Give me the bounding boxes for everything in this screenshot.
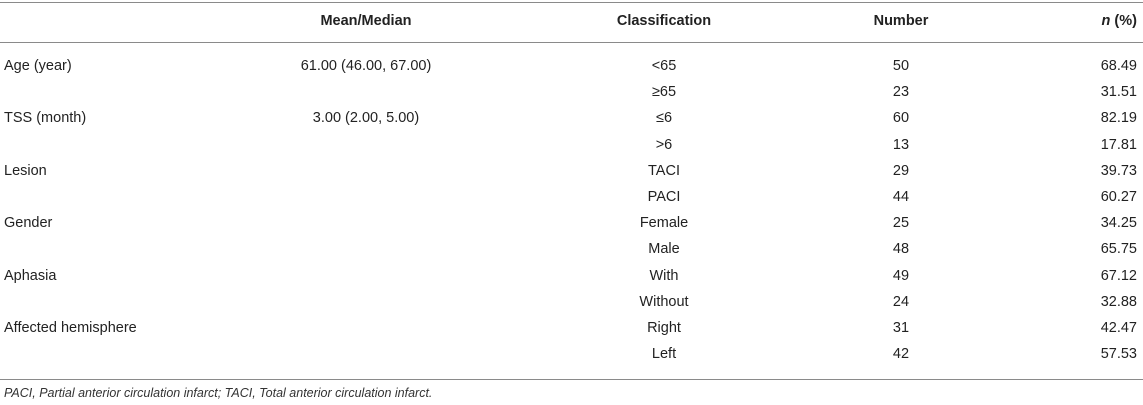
row-mean-median: 3.00 (2.00, 5.00) [312,110,420,127]
row-classification: >6 [655,136,673,153]
row-percent: 68.49 [1100,58,1137,74]
row-number: 42 [892,346,910,363]
table-row: >6 13 17.81 [0,132,1143,158]
header-pct-suffix: (%) [1110,13,1137,29]
row-classification: Male [648,241,680,258]
row-label: Aphasia [4,267,57,284]
top-rule [0,2,1143,3]
row-classification: Left [651,346,677,363]
row-classification: ≥65 [651,84,677,101]
row-percent: 32.88 [1100,293,1137,310]
row-percent: 42.47 [1100,320,1137,336]
table-row: Lesion TACI 29 39.73 [0,158,1143,184]
row-classification: With [649,267,679,284]
row-classification: Female [639,215,689,232]
header-classification: Classification [616,13,712,29]
row-number: 50 [892,58,910,74]
table-row: Left 42 57.53 [0,341,1143,367]
row-number: 44 [892,189,910,205]
row-percent: 82.19 [1100,110,1137,127]
row-classification: TACI [648,162,680,179]
table-row: Aphasia With 49 67.12 [0,263,1143,289]
row-number: 48 [892,241,910,258]
row-classification: PACI [647,189,681,205]
row-percent: 65.75 [1100,241,1137,258]
table-row: Affected hemisphere Right 31 42.47 [0,315,1143,341]
row-number: 23 [892,84,910,101]
row-mean-median: 61.00 (46.00, 67.00) [300,58,432,74]
table-footnote: PACI, Partial anterior circulation infar… [4,386,433,400]
row-number: 25 [892,215,910,232]
header-n-italic: n [1101,13,1111,29]
row-label: Gender [4,215,53,232]
row-label: Age (year) [4,58,72,74]
row-classification: ≤6 [655,110,673,127]
header-rule [0,42,1143,43]
row-percent: 57.53 [1100,346,1137,363]
row-classification: Right [647,320,681,336]
table-row: Male 48 65.75 [0,236,1143,262]
row-percent: 39.73 [1100,162,1137,179]
row-classification: <65 [651,58,677,74]
row-number: 31 [892,320,910,336]
table-row: ≥65 23 31.51 [0,79,1143,105]
table-row: Gender Female 25 34.25 [0,210,1143,236]
row-number: 13 [892,136,910,153]
row-percent: 17.81 [1100,136,1137,153]
row-percent: 67.12 [1100,267,1137,284]
table-row: TSS (month) 3.00 (2.00, 5.00) ≤6 60 82.19 [0,105,1143,131]
row-number: 24 [892,293,910,310]
table-row: PACI 44 60.27 [0,184,1143,210]
row-number: 60 [892,110,910,127]
header-n-percent: n (%) [1102,13,1137,29]
bottom-rule [0,379,1143,380]
row-percent: 34.25 [1100,215,1137,232]
row-classification: Without [639,293,689,310]
row-percent: 60.27 [1100,189,1137,205]
row-label: Lesion [4,162,47,179]
header-number: Number [873,13,929,29]
table-row: Without 24 32.88 [0,289,1143,315]
header-mean-median: Mean/Median [320,13,412,29]
row-percent: 31.51 [1100,84,1137,101]
row-label: TSS (month) [4,110,87,127]
row-number: 49 [892,267,910,284]
table-row: Age (year) 61.00 (46.00, 67.00) <65 50 68.49 [0,53,1143,79]
row-label: Affected hemisphere [4,320,137,336]
row-number: 29 [892,162,910,179]
